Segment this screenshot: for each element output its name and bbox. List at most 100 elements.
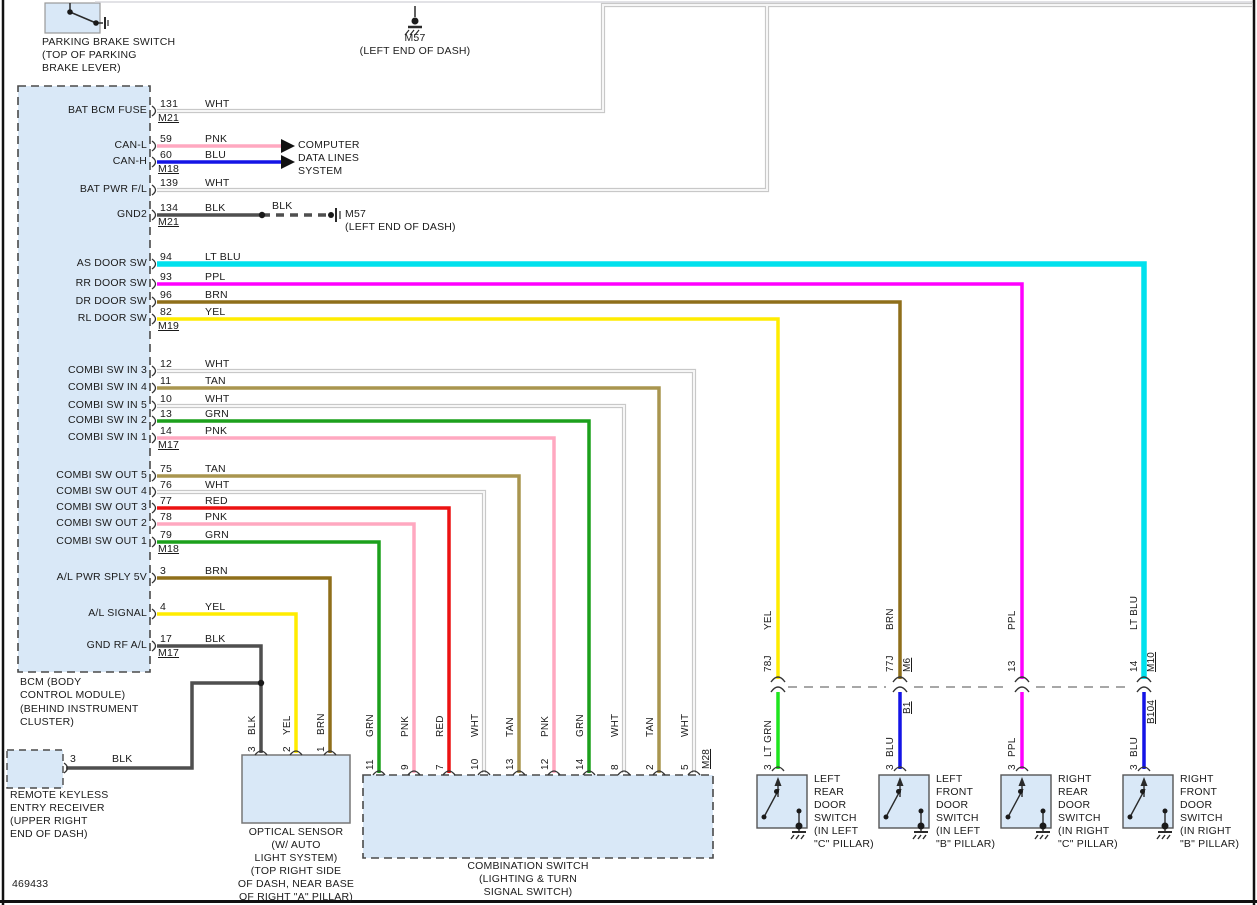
door-switch-caption: (IN RIGHT <box>1058 825 1110 837</box>
pin-number: 14 <box>160 425 173 437</box>
wire-color-label: RED <box>205 495 228 507</box>
pin-number: 10 <box>160 393 173 405</box>
door-switch-box-2 <box>878 774 930 829</box>
door-switch-caption: RIGHT <box>1058 773 1092 785</box>
combination-caption: (LIGHTING & TURN <box>478 873 578 885</box>
tan-wires <box>157 386 661 773</box>
wire-color-label: LT BLU <box>1129 595 1140 630</box>
door-switch-caption: REAR <box>814 786 844 798</box>
pin-number: 12 <box>540 758 551 770</box>
optical-caption: LIGHT SYSTEM) <box>254 852 338 864</box>
wire-color-label: PPL <box>1007 610 1018 630</box>
wire-color-label: WHT <box>205 393 230 405</box>
bcm-pin-label: COMBI SW IN 1 <box>67 431 147 443</box>
pin-number: 11 <box>365 759 376 770</box>
wire-color-label: WHT <box>610 713 621 737</box>
pin-number: 4 <box>160 601 167 613</box>
connector-id: M21 <box>158 112 180 124</box>
pin-number: 75 <box>160 463 173 475</box>
bcm-caption: CONTROL MODULE) <box>20 689 126 701</box>
bcm-pin-label: BAT BCM FUSE <box>67 104 147 116</box>
red-wire <box>157 506 451 773</box>
wire-color-label: WHT <box>205 98 230 110</box>
pin-number: 77J <box>885 655 896 672</box>
pin-number: 7 <box>435 764 446 770</box>
pin-number: 8 <box>610 764 621 770</box>
wire-color-label: BLU <box>885 736 896 757</box>
bcm-pin-label: AS DOOR SW <box>76 257 147 269</box>
parking-brake-caption: BRAKE LEVER) <box>42 62 121 74</box>
bcm-pin-label: COMBI SW OUT 5 <box>56 469 147 481</box>
door-switch-caption: DOOR <box>814 799 847 811</box>
optical-caption: (W/ AUTO <box>271 839 321 851</box>
door-switch-caption: "B" PILLAR) <box>936 838 996 850</box>
pin-number: 1 <box>316 746 327 752</box>
bcm-pin-label: COMBI SW OUT 2 <box>56 517 147 529</box>
receiver-caption: END OF DASH) <box>10 828 88 840</box>
pin-number: 93 <box>160 271 173 283</box>
pin-number: 13 <box>505 758 516 770</box>
door-switch-caption: SWITCH <box>1058 812 1101 824</box>
door-switch-caption: FRONT <box>936 786 974 798</box>
wire-color-label: PNK <box>540 715 551 737</box>
wire-color-label: BLU <box>205 149 227 161</box>
pin-number: 76 <box>160 479 173 491</box>
bcm-pin-label: A/L PWR SPLY 5V <box>56 571 147 583</box>
wire-color-label: BLK <box>112 753 133 765</box>
wire-color-label: BLU <box>1129 736 1140 757</box>
connector-id: M18 <box>158 543 180 555</box>
wire-color-label: BLK <box>205 633 226 645</box>
wire-color-label: GRN <box>205 529 229 541</box>
pin-number: 3 <box>885 764 896 770</box>
combination-switch-box <box>362 774 714 859</box>
bcm-caption: BCM (BODY <box>20 676 82 688</box>
pin-number: 11 <box>160 375 172 387</box>
door-switch-caption: DOOR <box>1058 799 1091 811</box>
pin-number: 12 <box>160 358 173 370</box>
bcm-pin-label: DR DOOR SW <box>75 295 147 307</box>
door-switch-caption: SWITCH <box>936 812 979 824</box>
bcm-pin-label: COMBI SW OUT 1 <box>56 535 147 547</box>
wire-color-label: YEL <box>282 715 293 735</box>
wire-color-label: PNK <box>400 715 411 737</box>
pin-number: 82 <box>160 306 173 318</box>
pin-number: 94 <box>160 251 173 263</box>
pin-number: 5 <box>680 764 691 770</box>
ground-location: (LEFT END OF DASH) <box>359 45 471 57</box>
wire-color-label: TAN <box>645 717 656 737</box>
can-note: DATA LINES <box>298 152 360 164</box>
bcm-pin-label: CAN-L <box>114 139 147 151</box>
can-note: COMPUTER <box>298 139 360 151</box>
optical-caption: (TOP RIGHT SIDE <box>250 865 342 877</box>
door-switch-caption: DOOR <box>1180 799 1213 811</box>
pin-number: 9 <box>400 764 411 770</box>
parking-brake-caption: PARKING BRAKE SWITCH <box>42 36 176 48</box>
pin-number: 96 <box>160 289 173 301</box>
wire-color-label: WHT <box>680 713 691 737</box>
ground-label: M57 <box>345 208 367 220</box>
bcm-pin-label: COMBI SW IN 4 <box>67 381 147 393</box>
optical-caption: OF RIGHT "A" PILLAR) <box>239 891 353 903</box>
receiver-box <box>6 749 64 789</box>
parking-brake-box <box>44 2 101 34</box>
wire-color-label: BRN <box>205 289 228 301</box>
wire-color-label: WHT <box>205 358 230 370</box>
combination-caption: SIGNAL SWITCH) <box>483 886 573 898</box>
wire-color-label: BRN <box>316 713 327 735</box>
bcm-pin-label: GND2 <box>117 208 147 220</box>
pin-number: 3 <box>247 746 258 752</box>
wire-color-label: WHT <box>205 479 230 491</box>
wire-color-label: GRN <box>205 408 229 420</box>
wire-color-label: TAN <box>505 717 516 737</box>
grn-wires <box>157 419 591 773</box>
bcm-pin-label: BAT PWR F/L <box>79 183 147 195</box>
wire-color-label: YEL <box>763 610 774 630</box>
door-switch-caption: REAR <box>1058 786 1088 798</box>
wire-color-label: GRN <box>365 714 376 737</box>
pin-number: 17 <box>160 633 173 645</box>
pin-number: 77 <box>160 495 173 507</box>
door-switch-caption: DOOR <box>936 799 969 811</box>
wire-color-label: PNK <box>205 511 228 523</box>
